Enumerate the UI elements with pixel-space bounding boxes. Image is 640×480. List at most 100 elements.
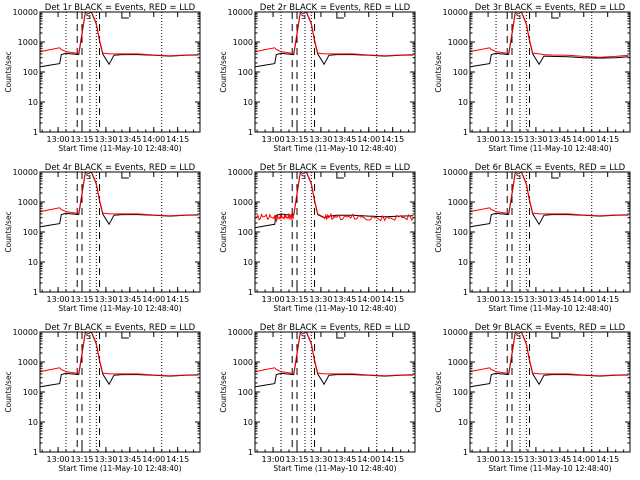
- y-tick-label: 1: [463, 128, 468, 137]
- y-tick-label: 10000: [13, 8, 38, 17]
- events-series-line: [470, 172, 629, 228]
- y-tick-label: 1: [33, 288, 38, 297]
- l-bracket-marker: [551, 12, 559, 19]
- x-tick-label: 13:30: [524, 455, 547, 464]
- s-marker-label: S: [86, 332, 91, 341]
- y-tick-label: 10000: [228, 8, 253, 17]
- x-tick-label: 14:00: [142, 455, 165, 464]
- lld-series-line: [255, 332, 414, 377]
- x-tick-label: 13:45: [118, 135, 141, 144]
- x-tick-label: 14:15: [381, 295, 404, 304]
- y-tick-label: 1000: [18, 358, 38, 367]
- x-tick-label: 14:00: [572, 135, 595, 144]
- l-bracket-marker: [336, 332, 344, 339]
- y-tick-label: 100: [453, 388, 468, 397]
- y-tick-label: 1000: [233, 358, 253, 367]
- y-tick-label: 1: [463, 448, 468, 457]
- y-tick-label: 10: [28, 258, 38, 267]
- x-tick-label: 13:15: [285, 455, 308, 464]
- x-tick-label: 13:00: [47, 295, 70, 304]
- plot-frame: [254, 11, 416, 133]
- y-tick-label: 10000: [443, 328, 468, 337]
- plot-frame: [254, 331, 416, 453]
- x-tick-label: 13:15: [70, 295, 93, 304]
- x-tick-label: 13:15: [285, 295, 308, 304]
- plot-frame: [254, 171, 416, 293]
- y-tick-label: 1: [248, 128, 253, 137]
- y-tick-label: 1000: [233, 38, 253, 47]
- panel-title: Det 8r BLACK = Events, RED = LLD: [260, 323, 411, 333]
- y-axis-label: Counts/sec: [219, 371, 228, 412]
- y-tick-label: 100: [238, 68, 253, 77]
- y-tick-label: 10: [458, 418, 468, 427]
- s-marker-label: S: [516, 332, 521, 341]
- plot-frame: [469, 331, 631, 453]
- x-tick-label: 14:00: [357, 135, 380, 144]
- lld-series-line: [40, 12, 199, 57]
- x-tick-label: 13:45: [548, 295, 571, 304]
- x-tick-label: 13:30: [309, 455, 332, 464]
- x-axis-label: Start Time (11-May-10 12:48:40): [58, 464, 181, 473]
- x-tick-label: 13:00: [477, 295, 500, 304]
- l-bracket-marker: [121, 332, 129, 339]
- y-axis-label: Counts/sec: [4, 51, 13, 92]
- panel-title: Det 9r BLACK = Events, RED = LLD: [475, 323, 626, 333]
- lld-series-line: [470, 172, 629, 217]
- x-tick-label: 13:30: [309, 135, 332, 144]
- x-tick-label: 13:30: [524, 295, 547, 304]
- panel-title: Det 5r BLACK = Events, RED = LLD: [260, 163, 411, 173]
- x-tick-label: 13:30: [94, 135, 117, 144]
- lld-series-line: [470, 332, 629, 377]
- x-tick-label: 13:45: [118, 455, 141, 464]
- y-tick-label: 10: [458, 258, 468, 267]
- panel-det-9r: S 1 10 100 1000 10000 13:00 13:15 13:30 13:45 14:0…: [434, 323, 631, 473]
- plot-frame: [469, 11, 631, 133]
- l-bracket-marker: [551, 172, 559, 179]
- y-tick-label: 10: [243, 258, 253, 267]
- y-tick-label: 1: [248, 288, 253, 297]
- panel-title: Det 6r BLACK = Events, RED = LLD: [475, 163, 626, 173]
- s-marker-label: S: [301, 172, 306, 181]
- y-axis-label: Counts/sec: [434, 211, 443, 252]
- x-tick-label: 14:15: [166, 295, 189, 304]
- y-tick-label: 1000: [18, 198, 38, 207]
- lld-series-line: [40, 172, 199, 217]
- y-tick-label: 100: [238, 388, 253, 397]
- l-bracket-marker: [121, 12, 129, 19]
- x-tick-label: 14:15: [166, 135, 189, 144]
- x-tick-label: 14:15: [596, 295, 619, 304]
- x-tick-label: 13:45: [333, 455, 356, 464]
- y-tick-label: 1: [33, 448, 38, 457]
- x-tick-label: 13:00: [47, 455, 70, 464]
- y-axis-label: Counts/sec: [4, 211, 13, 252]
- events-series-line: [40, 172, 199, 228]
- plot-frame: [39, 331, 201, 453]
- y-tick-label: 10: [243, 418, 253, 427]
- y-axis-label: Counts/sec: [219, 211, 228, 252]
- x-tick-label: 13:30: [94, 295, 117, 304]
- events-series-line: [40, 332, 199, 388]
- x-axis-label: Start Time (11-May-10 12:48:40): [488, 144, 611, 153]
- y-tick-label: 100: [238, 228, 253, 237]
- x-tick-label: 14:15: [381, 455, 404, 464]
- panel-det-2r: S 1 10 100 1000 10000 13:00 13:15 13:30 13:45 14:0…: [219, 3, 416, 153]
- x-axis-label: Start Time (11-May-10 12:48:40): [273, 144, 396, 153]
- x-tick-label: 13:00: [262, 135, 285, 144]
- s-marker-label: S: [301, 12, 306, 21]
- x-tick-label: 13:00: [477, 135, 500, 144]
- x-tick-label: 13:00: [47, 135, 70, 144]
- events-series-line: [255, 12, 414, 68]
- y-tick-label: 1000: [18, 38, 38, 47]
- events-series-line: [40, 12, 199, 68]
- y-axis-label: Counts/sec: [434, 51, 443, 92]
- y-tick-label: 10000: [443, 8, 468, 17]
- x-tick-label: 14:00: [572, 455, 595, 464]
- y-tick-label: 1000: [448, 358, 468, 367]
- events-series-line: [470, 12, 629, 68]
- s-marker-label: S: [86, 172, 91, 181]
- lld-series-line: [255, 12, 414, 57]
- x-axis-label: Start Time (11-May-10 12:48:40): [488, 464, 611, 473]
- plot-frame: [39, 171, 201, 293]
- y-tick-label: 10000: [228, 168, 253, 177]
